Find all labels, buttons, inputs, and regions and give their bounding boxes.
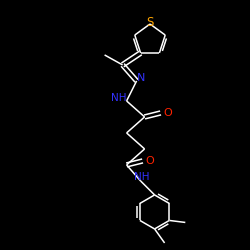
Text: O: O	[163, 108, 172, 118]
Text: S: S	[146, 16, 154, 30]
Text: N: N	[136, 73, 145, 83]
Text: O: O	[145, 156, 154, 166]
Text: NH: NH	[134, 172, 149, 182]
Text: NH: NH	[111, 93, 126, 103]
